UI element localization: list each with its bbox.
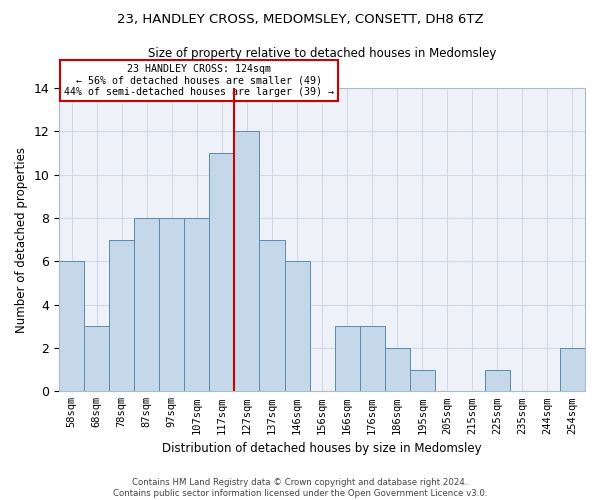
X-axis label: Distribution of detached houses by size in Medomsley: Distribution of detached houses by size … bbox=[162, 442, 482, 455]
Bar bbox=[410, 370, 435, 392]
Bar bbox=[385, 348, 410, 392]
Text: 23, HANDLEY CROSS, MEDOMSLEY, CONSETT, DH8 6TZ: 23, HANDLEY CROSS, MEDOMSLEY, CONSETT, D… bbox=[116, 12, 484, 26]
Bar bbox=[160, 218, 184, 392]
Bar bbox=[259, 240, 284, 392]
Bar bbox=[485, 370, 510, 392]
Bar bbox=[560, 348, 585, 392]
Title: Size of property relative to detached houses in Medomsley: Size of property relative to detached ho… bbox=[148, 48, 496, 60]
Text: Contains HM Land Registry data © Crown copyright and database right 2024.
Contai: Contains HM Land Registry data © Crown c… bbox=[113, 478, 487, 498]
Bar bbox=[59, 262, 84, 392]
Bar bbox=[359, 326, 385, 392]
Bar bbox=[235, 132, 259, 392]
Bar bbox=[335, 326, 359, 392]
Bar bbox=[184, 218, 209, 392]
Text: 23 HANDLEY CROSS: 124sqm
← 56% of detached houses are smaller (49)
44% of semi-d: 23 HANDLEY CROSS: 124sqm ← 56% of detach… bbox=[64, 64, 334, 97]
Bar bbox=[284, 262, 310, 392]
Bar bbox=[134, 218, 160, 392]
Bar bbox=[109, 240, 134, 392]
Bar bbox=[84, 326, 109, 392]
Bar bbox=[209, 153, 235, 392]
Y-axis label: Number of detached properties: Number of detached properties bbox=[15, 146, 28, 332]
